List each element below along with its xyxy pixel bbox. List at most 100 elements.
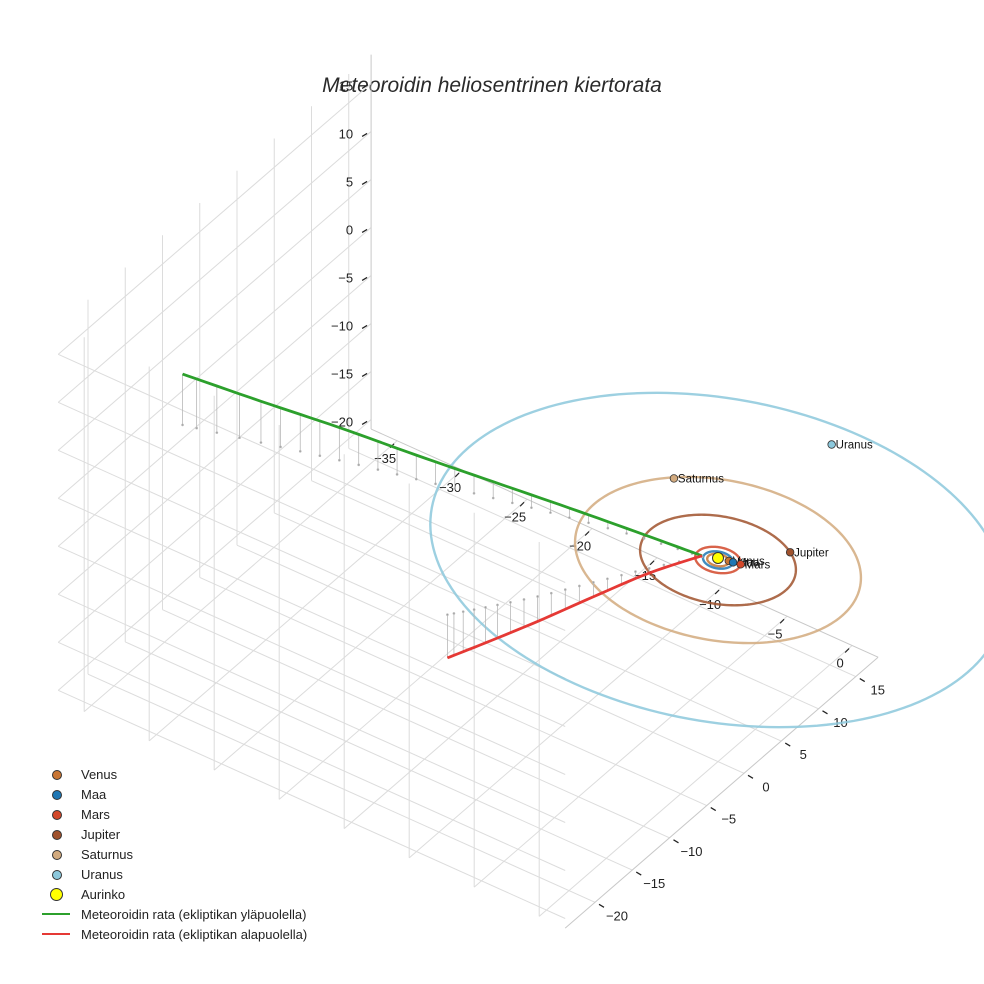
y-tick-label: −20	[606, 908, 628, 923]
legend-swatch	[40, 784, 74, 804]
drop-point	[279, 445, 282, 449]
legend-item: Maa	[40, 784, 307, 804]
drop-point	[414, 477, 418, 481]
grid-floor-y	[348, 447, 856, 678]
x-tick	[714, 589, 720, 595]
drop-point	[620, 573, 623, 577]
grid-wall-z1	[57, 689, 566, 919]
drop-point	[634, 570, 637, 573]
x-tick	[584, 531, 590, 536]
legend-label: Meteoroidin rata (ekliptikan alapuolella…	[81, 926, 308, 942]
legend-marker-icon	[52, 770, 62, 780]
y-tick	[822, 710, 828, 715]
drop-point	[376, 468, 380, 471]
legend-item: Venus	[40, 764, 307, 784]
legend-label: Jupiter	[81, 826, 121, 842]
x-axis-line	[370, 428, 879, 658]
grid-floor-x	[148, 469, 463, 742]
z-tick-label: 10	[339, 126, 353, 141]
y-tick	[673, 839, 679, 844]
grid-wall-z2	[57, 227, 372, 499]
legend-marker-icon	[52, 810, 62, 820]
drop-point	[511, 501, 514, 505]
y-tick	[747, 774, 754, 779]
drop-point	[395, 473, 399, 476]
legend-item: Uranus	[40, 864, 307, 884]
planet-label-saturnus: Saturnus	[678, 473, 724, 485]
grid-wall-z2	[57, 131, 372, 403]
drop-point	[536, 595, 539, 598]
planet-label-uranus: Uranus	[836, 440, 873, 452]
z-tick	[361, 132, 368, 137]
legend-item: Aurinko	[40, 884, 307, 904]
drop-point	[592, 581, 595, 584]
grid-lines	[57, 74, 856, 919]
drop-point	[491, 496, 495, 500]
tick-marks	[361, 84, 866, 908]
x-tick	[779, 618, 785, 624]
legend-swatch	[40, 804, 74, 824]
drop-point	[453, 487, 457, 490]
legend-swatch	[40, 884, 74, 904]
drop-point	[625, 532, 628, 535]
legend-label: Maa	[81, 786, 107, 802]
legend-line-icon	[42, 933, 70, 935]
legend-label: Uranus	[81, 866, 123, 882]
drop-point	[215, 431, 219, 434]
x-tick-label: −30	[439, 480, 461, 495]
x-tick-label: −25	[504, 509, 526, 524]
legend-swatch	[40, 844, 74, 864]
grid-floor-y	[87, 673, 596, 903]
drop-point	[195, 426, 198, 430]
planet-label-jupiter: Jupiter	[794, 547, 829, 559]
y-tick-label: −15	[643, 876, 665, 891]
grid-floor-y	[236, 544, 745, 774]
z-tick-label: 15	[339, 78, 353, 93]
x-tick-label: −20	[569, 539, 591, 554]
chart-title: Meteoroidin heliosentrinen kiertorata	[322, 74, 662, 97]
z-tick	[361, 420, 368, 425]
drop-point	[549, 511, 552, 514]
grid-floor-x	[473, 615, 788, 888]
orbit-mars	[694, 545, 742, 575]
y-tick-label: 15	[871, 683, 885, 698]
drop-point	[530, 506, 533, 510]
planet-maa	[728, 558, 738, 567]
legend-label: Aurinko	[81, 886, 126, 902]
drop-point	[357, 463, 360, 467]
grid-floor-y	[125, 641, 633, 871]
z-tick	[361, 180, 368, 185]
legend-swatch	[40, 904, 74, 924]
drop-point	[587, 521, 590, 525]
x-tick	[454, 472, 460, 478]
x-tick-label: −5	[768, 626, 783, 641]
x-tick	[844, 648, 850, 653]
y-axis-line	[564, 656, 879, 929]
legend-swatch	[40, 764, 74, 784]
legend-label: Meteoroidin rata (ekliptikan yläpuolella…	[81, 906, 307, 922]
drop-point	[578, 584, 581, 588]
legend-label: Mars	[81, 806, 110, 822]
drop-point	[549, 591, 553, 595]
legend-marker-icon	[52, 870, 62, 880]
drop-point	[259, 441, 263, 444]
orbit-saturnus	[573, 475, 863, 645]
z-tick	[361, 84, 368, 89]
grid-wall-z1	[57, 401, 566, 631]
drop-point	[446, 613, 449, 616]
grid-wall-z2	[57, 419, 372, 691]
tick-labels: −35 −30 −25 −20 −15 −10 −5 0 −20 −15 −10 −5 0 5 10 15 15…	[331, 78, 885, 923]
grid-wall-z1	[57, 593, 566, 823]
axis-frame	[370, 54, 879, 929]
y-tick	[635, 871, 642, 876]
y-tick-label: −10	[680, 844, 702, 859]
legend-line-icon	[42, 913, 70, 915]
legend-item: Jupiter	[40, 824, 307, 844]
drop-point	[338, 458, 341, 462]
drop-point	[662, 563, 666, 567]
legend-marker-icon	[50, 888, 63, 901]
orbit-jupiter	[638, 513, 798, 607]
legend-swatch	[40, 864, 74, 884]
